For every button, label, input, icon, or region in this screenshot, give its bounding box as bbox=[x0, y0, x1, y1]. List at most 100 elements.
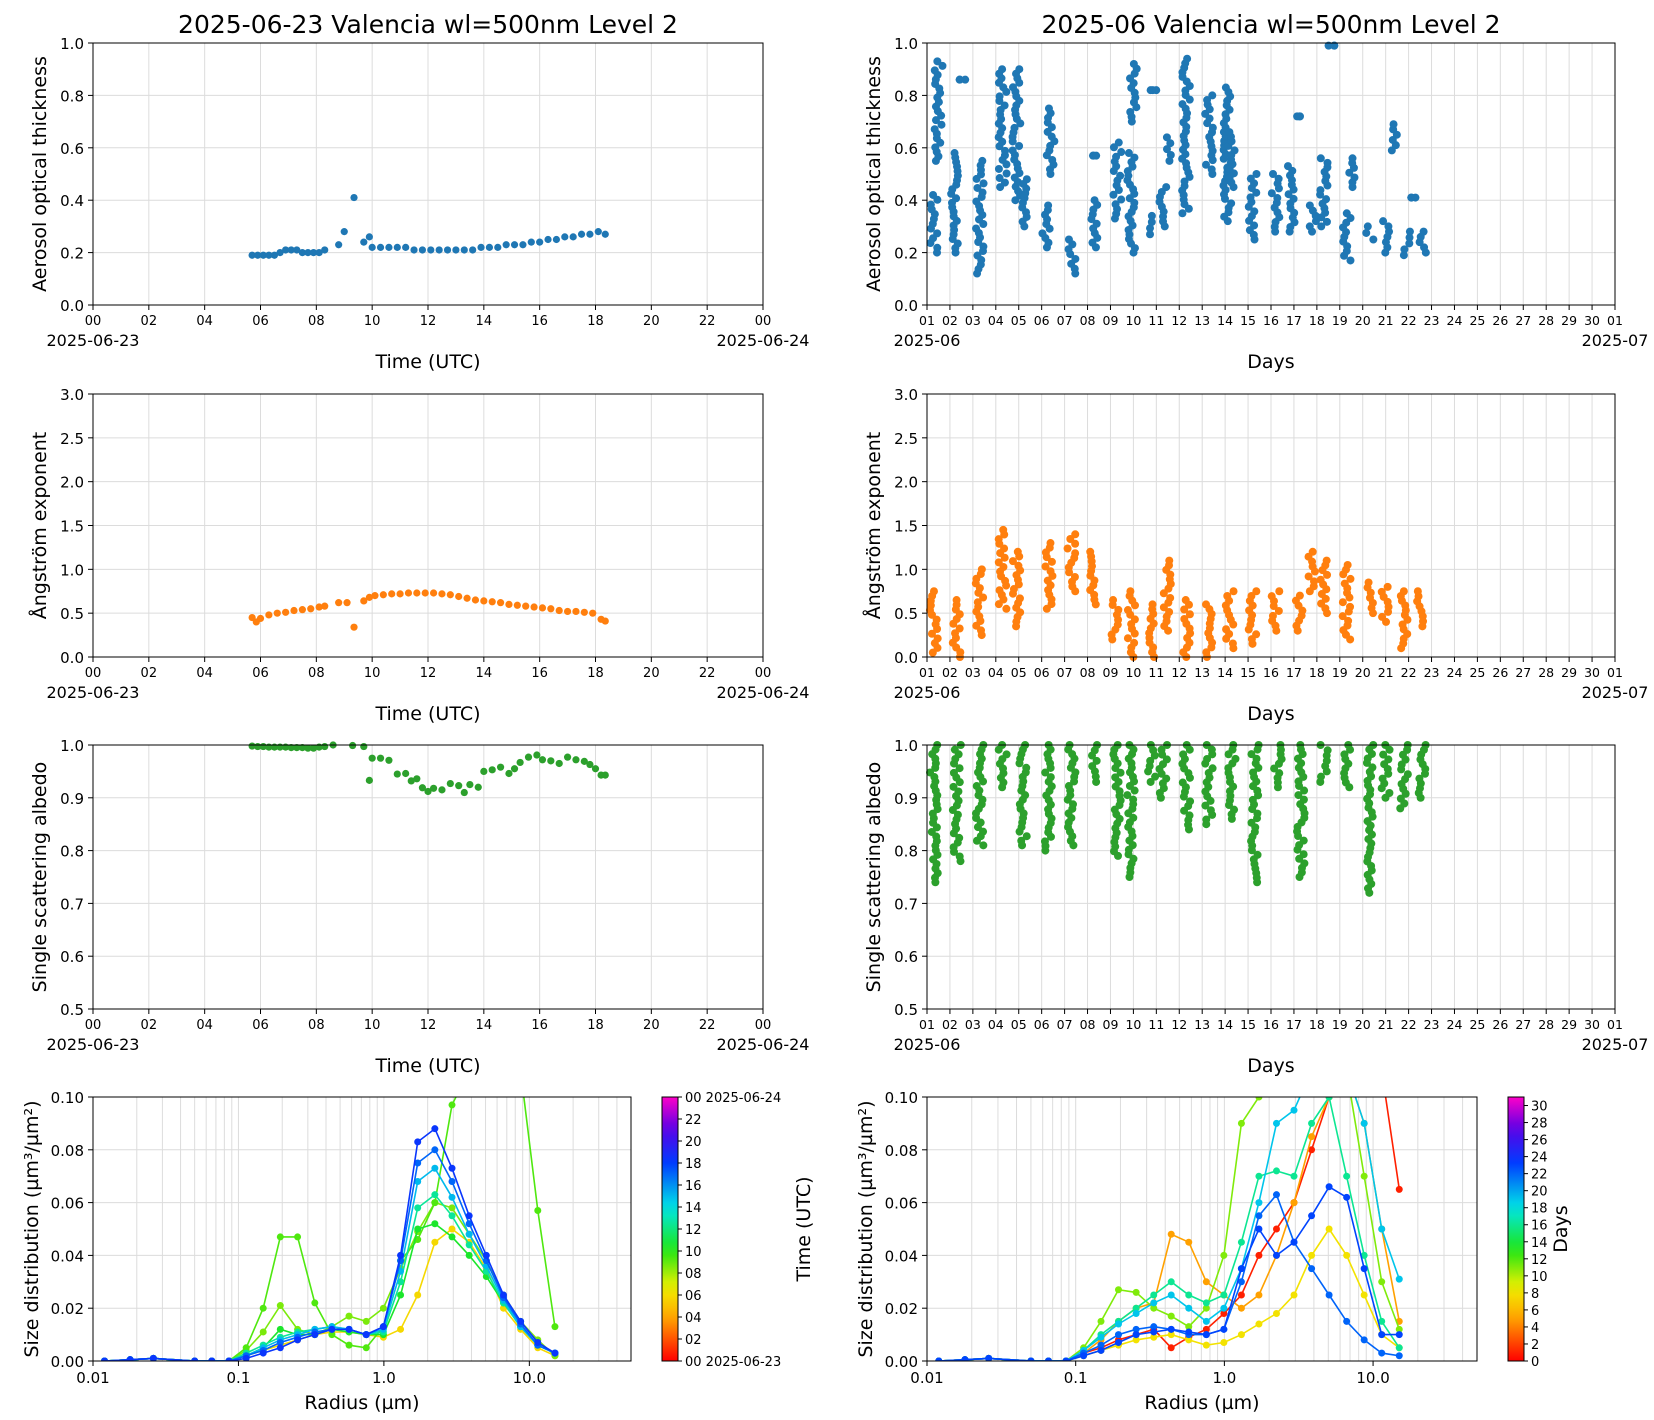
series-point bbox=[276, 1302, 284, 1310]
y-tick-label: 0.5 bbox=[60, 1001, 84, 1019]
data-point bbox=[577, 230, 586, 238]
x-tick-label: 02 bbox=[141, 666, 158, 681]
data-point bbox=[516, 758, 524, 767]
data-point bbox=[1274, 606, 1283, 615]
data-point bbox=[563, 607, 572, 616]
data-point bbox=[282, 246, 290, 254]
data-point bbox=[1178, 100, 1187, 109]
data-point bbox=[1405, 233, 1414, 242]
series-point bbox=[1255, 1320, 1263, 1328]
x-tick-label: 04 bbox=[196, 1018, 213, 1033]
data-point bbox=[1253, 809, 1262, 818]
data-point bbox=[410, 246, 418, 254]
data-point bbox=[1202, 160, 1211, 169]
series-point bbox=[1343, 1067, 1350, 1074]
data-point bbox=[1362, 228, 1371, 237]
series-point bbox=[1132, 1325, 1140, 1333]
series-point bbox=[259, 1349, 267, 1357]
data-point bbox=[1399, 251, 1408, 260]
data-point bbox=[1202, 600, 1211, 609]
series-point bbox=[362, 1344, 370, 1352]
data-point bbox=[999, 525, 1008, 534]
series-point bbox=[499, 1291, 507, 1299]
data-point bbox=[1126, 587, 1135, 596]
data-point bbox=[973, 598, 982, 607]
series-point bbox=[1343, 1067, 1350, 1074]
data-point bbox=[360, 742, 368, 751]
data-point bbox=[1223, 591, 1232, 600]
data-point bbox=[340, 228, 348, 236]
x-date-start: 2025-06 bbox=[894, 331, 961, 350]
series-point bbox=[242, 1344, 250, 1352]
data-point bbox=[1310, 577, 1319, 586]
series-point bbox=[448, 1225, 456, 1233]
series-point bbox=[465, 1220, 473, 1228]
data-point bbox=[407, 777, 415, 785]
y-tick-label: 0.2 bbox=[60, 245, 84, 263]
data-point bbox=[393, 770, 401, 778]
x-tick-label: 09 bbox=[1103, 665, 1119, 680]
sd_month-xlabel: Radius (µm) bbox=[1144, 1392, 1259, 1414]
series-point bbox=[1360, 1336, 1368, 1344]
data-point bbox=[955, 624, 964, 633]
series-point bbox=[935, 1357, 943, 1361]
y-tick-label: 0.6 bbox=[60, 948, 84, 966]
data-point bbox=[977, 565, 986, 574]
data-point bbox=[1044, 104, 1053, 113]
x-tick-label: 10 bbox=[1125, 665, 1141, 680]
data-point bbox=[994, 164, 1003, 173]
data-point bbox=[452, 246, 460, 254]
series-point bbox=[1220, 1339, 1228, 1347]
x-tick-label: 12 bbox=[1171, 665, 1187, 680]
data-point bbox=[1071, 549, 1080, 558]
x-tick-label: 18 bbox=[587, 1018, 604, 1033]
series-point bbox=[1202, 1331, 1210, 1339]
y-tick-label: 2.0 bbox=[60, 474, 84, 492]
x-tick-label: 30 bbox=[1584, 665, 1600, 680]
series-point bbox=[1343, 1251, 1351, 1259]
data-point bbox=[1338, 612, 1347, 621]
data-point bbox=[522, 602, 530, 610]
data-point bbox=[404, 589, 413, 597]
colorbar-tick-label: 16 bbox=[1531, 1219, 1548, 1234]
series-point bbox=[1395, 1344, 1403, 1352]
x-tick-label: 22 bbox=[699, 314, 716, 329]
data-point bbox=[1399, 587, 1408, 596]
y-tick-label: 0.4 bbox=[60, 192, 84, 210]
series-point bbox=[311, 1299, 319, 1307]
series-point bbox=[1185, 1304, 1193, 1312]
colorbar-tick-label: 06 bbox=[685, 1289, 702, 1304]
series-point bbox=[1202, 1341, 1210, 1349]
data-point bbox=[1299, 795, 1308, 804]
series-point bbox=[1167, 1344, 1175, 1352]
data-point bbox=[1246, 174, 1255, 183]
data-point bbox=[1002, 169, 1011, 178]
y-tick-label: 0.08 bbox=[51, 1142, 84, 1160]
data-point bbox=[270, 251, 279, 259]
series-point bbox=[482, 1251, 490, 1259]
series-point bbox=[1343, 1193, 1351, 1201]
colorbar-tick-label: 00 2025-06-23 bbox=[685, 1355, 781, 1370]
series-point bbox=[1308, 1067, 1315, 1074]
y-tick-label: 0.04 bbox=[885, 1247, 918, 1265]
data-point bbox=[1179, 750, 1188, 759]
sd-day-colorbar-label: Time (UTC) bbox=[793, 1176, 815, 1282]
y-tick-label: 0.0 bbox=[60, 649, 84, 667]
data-point bbox=[365, 776, 373, 784]
series-point bbox=[1290, 1238, 1298, 1246]
x-tick-label: 27 bbox=[1515, 665, 1531, 680]
series-point bbox=[1114, 1286, 1122, 1294]
data-point bbox=[488, 766, 496, 774]
series-point bbox=[414, 1291, 422, 1299]
x-tick-label: 03 bbox=[965, 665, 981, 680]
y-tick-label: 0.04 bbox=[51, 1247, 84, 1265]
series-point bbox=[1255, 1212, 1263, 1220]
y-tick-label: 3.0 bbox=[894, 386, 918, 404]
data-point bbox=[536, 238, 544, 246]
sd_day-ylabel: Size distribution (µm³/µm²) bbox=[21, 1100, 43, 1357]
y-tick-label: 0.8 bbox=[894, 843, 918, 861]
series-point bbox=[483, 1067, 490, 1074]
x-tick-label: 16 bbox=[1263, 313, 1279, 328]
data-point bbox=[376, 243, 385, 251]
data-point bbox=[933, 229, 942, 238]
